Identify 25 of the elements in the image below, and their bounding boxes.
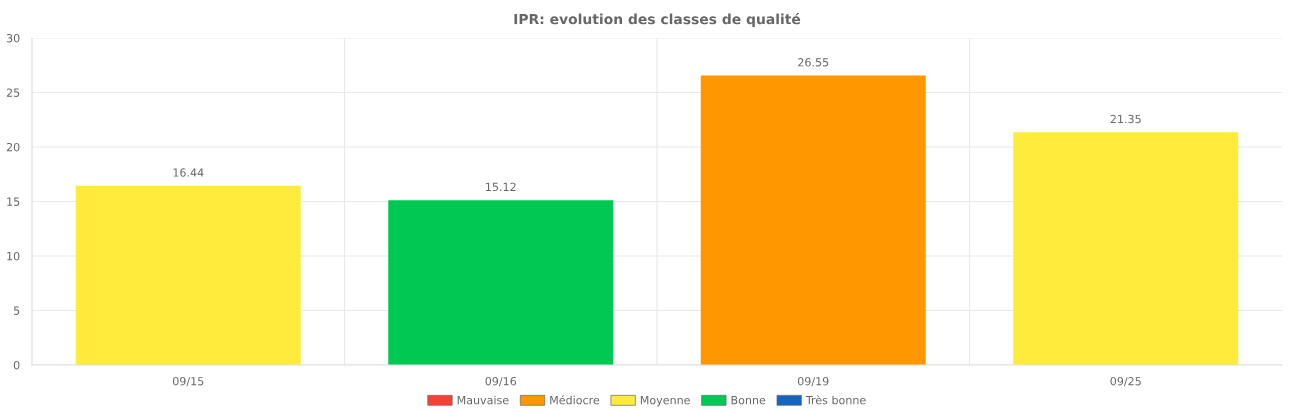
x-tick-label: 09/16 [485,377,517,387]
bar [388,200,614,365]
y-tick-label: 10 [7,251,20,261]
legend-label: Moyenne [640,396,690,407]
y-tick-label: 0 [13,360,20,370]
x-tick-label: 09/19 [797,377,829,387]
legend-label: Très bonne [805,395,866,405]
data-label: 15.12 [486,182,516,192]
legend-label: Mauvaise [457,395,509,405]
x-tick-label: 09/15 [172,377,204,387]
x-tick-label: 09/25 [1110,377,1141,387]
data-label: 21.35 [1110,114,1141,124]
y-tick-label: 30 [6,33,20,43]
bar [75,185,301,365]
y-tick-label: 25 [6,88,20,97]
data-label: 26.55 [798,58,829,67]
chart-title: IPR: evolution des classes de qualité [514,13,801,27]
y-tick-label: 20 [6,142,20,152]
legend-label: Bonne [731,396,766,405]
legend-label: Médiocre [550,395,600,405]
y-tick-label: 5 [13,306,20,315]
bar [1013,132,1239,365]
data-label: 16.44 [173,168,204,177]
bar [700,75,926,365]
y-tick-label: 15 [7,197,20,206]
